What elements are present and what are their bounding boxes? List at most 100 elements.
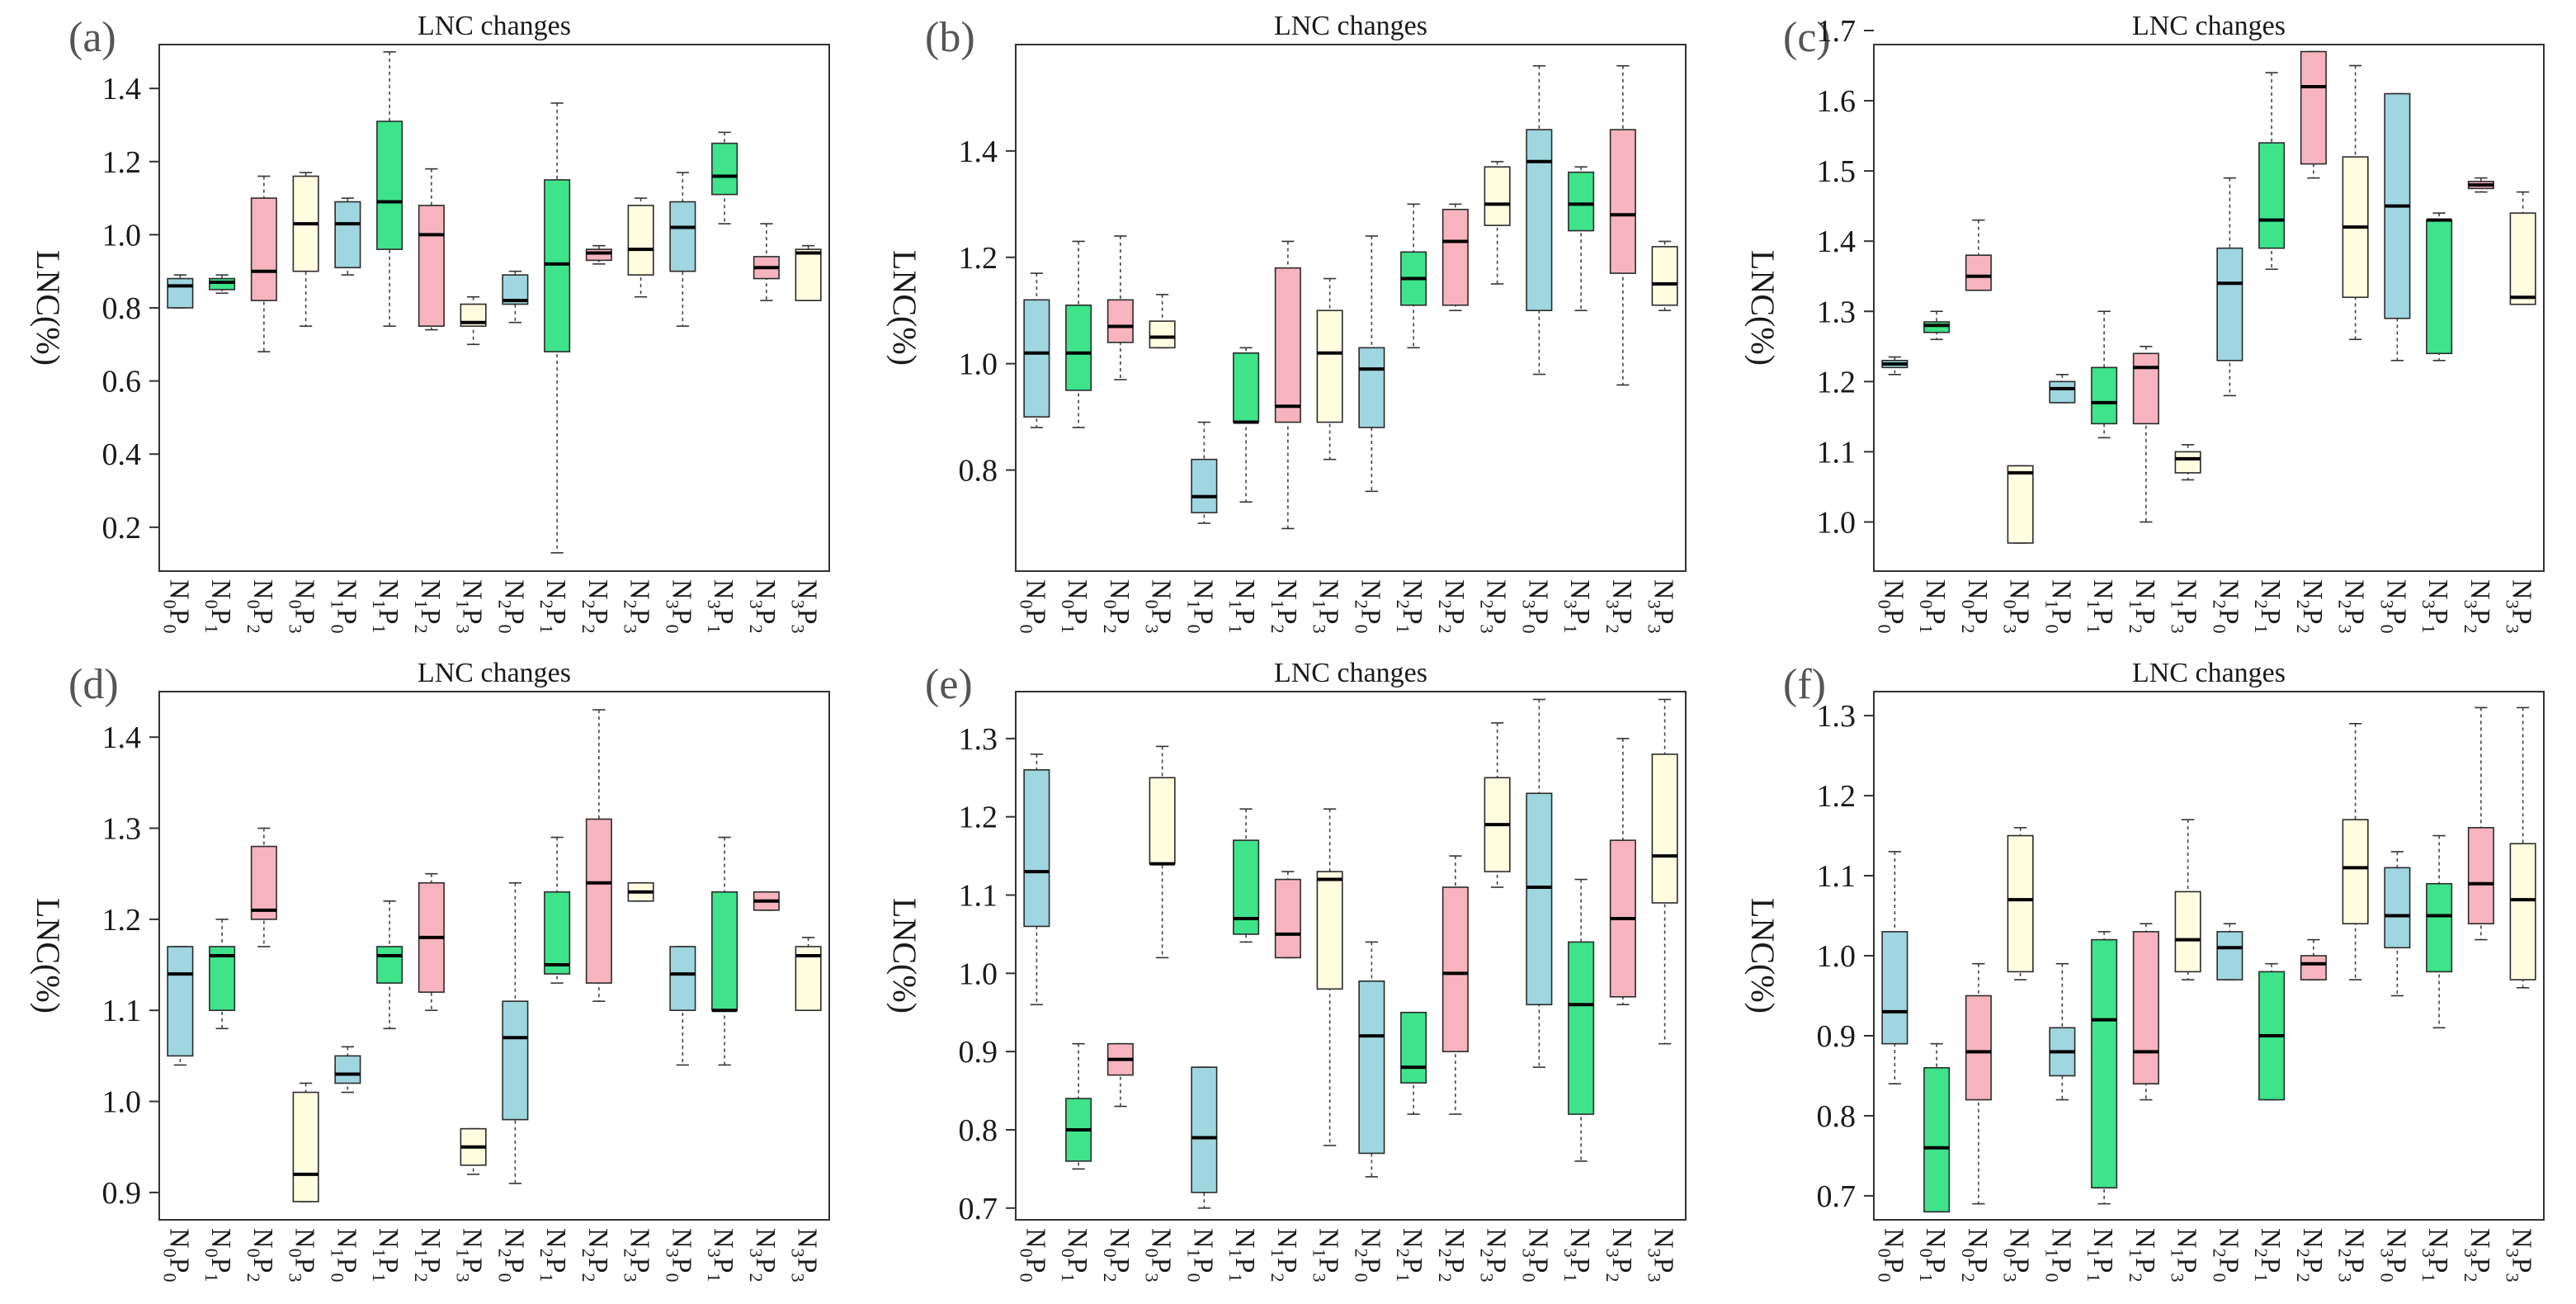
panel-letter: (e) (925, 661, 973, 708)
box-iqr (1358, 347, 1385, 428)
x-tick-label-N2P0: N2P0 (1351, 579, 1385, 633)
box-N0P0 (1023, 272, 1050, 428)
box-N2P0 (502, 270, 529, 324)
x-tick-label-N0P1: N0P1 (1058, 1228, 1092, 1282)
x-tick-label-N1P3: N1P3 (453, 1228, 488, 1282)
y-axis-label: LNC(%) (1744, 250, 1781, 366)
y-tick-label: 0.6 (102, 365, 142, 399)
y-tick-label: 1.2 (959, 241, 998, 276)
box-N0P2 (250, 827, 277, 947)
box-N3P3 (1651, 698, 1678, 1045)
y-tick-label: 1.0 (1817, 505, 1857, 540)
box-N0P2 (1106, 235, 1134, 380)
x-tick-label-N1P0: N1P0 (1183, 1228, 1218, 1282)
x-tick-label-N2P0: N2P0 (2209, 1228, 2243, 1282)
y-tick-label: 1.2 (102, 903, 142, 938)
x-tick-label-N3P2: N3P2 (1602, 579, 1637, 633)
y-tick-label: 1.0 (102, 1085, 142, 1120)
box-N0P3 (292, 172, 319, 327)
box-N2P0 (2216, 177, 2243, 397)
y-tick-label: 1.1 (1817, 435, 1857, 470)
box-N1P1 (376, 900, 403, 1030)
chart-panel-5: (f) LNC changes LNC(%) 0.7 0.8 0.9 1.0 1.1 1.2 1.… (1744, 658, 2545, 1282)
y-tick-label: 1.3 (959, 722, 998, 757)
box-iqr (711, 142, 738, 196)
box-iqr (2216, 247, 2243, 361)
x-tick-label-N2P2: N2P2 (578, 579, 613, 633)
box-iqr (2467, 827, 2494, 925)
box-N3P3 (2509, 191, 2536, 305)
x-tick-label-N0P1: N0P1 (201, 1228, 236, 1282)
x-tick-label-N0P2: N0P2 (1958, 1228, 1993, 1282)
box-N0P3 (2007, 827, 2034, 980)
x-tick-label-N2P3: N2P3 (1477, 579, 1512, 633)
x-tick-label-N0P3: N0P3 (2000, 579, 2035, 633)
y-tick-label: 1.5 (1817, 154, 1857, 189)
box-iqr (2091, 366, 2118, 425)
box-N2P3 (627, 881, 654, 902)
box-iqr (1881, 931, 1908, 1045)
x-tick-label-N1P0: N1P0 (2041, 579, 2076, 633)
box-iqr (1568, 171, 1595, 232)
box-iqr (669, 946, 696, 1012)
box-iqr (1023, 299, 1050, 418)
box-N0P3 (1149, 294, 1176, 349)
y-tick-label: 0.8 (102, 291, 142, 326)
box-iqr (250, 197, 277, 301)
box-N3P0 (669, 172, 696, 327)
box-N2P0 (1358, 941, 1385, 1178)
box-iqr (1106, 299, 1134, 343)
box-N2P3 (1484, 722, 1511, 888)
x-tick-label-N1P1: N1P1 (1225, 1228, 1260, 1282)
box-N0P1 (1065, 1042, 1092, 1170)
box-iqr (209, 277, 236, 291)
box-iqr (1484, 166, 1511, 226)
box-N1P1 (376, 51, 403, 327)
box-iqr (250, 845, 277, 920)
box-N1P3 (2174, 444, 2201, 481)
x-tick-label-N3P2: N3P2 (746, 1228, 781, 1282)
x-tick-label-N1P2: N1P2 (1267, 579, 1302, 633)
y-tick-label: 1.2 (1817, 779, 1857, 814)
box-iqr (1358, 980, 1385, 1155)
x-tick-label-N2P0: N2P0 (1351, 1228, 1385, 1282)
box-N0P1 (1065, 240, 1092, 428)
chart-title: LNC changes (2132, 658, 2286, 688)
box-iqr (1149, 777, 1176, 865)
x-tick-label-N2P3: N2P3 (2335, 579, 2370, 633)
box-iqr (1568, 941, 1595, 1115)
panel-letter: (b) (925, 14, 975, 61)
y-tick-label: 1.2 (102, 145, 142, 180)
box-N0P0 (167, 946, 194, 1066)
box-iqr (1400, 1011, 1427, 1084)
box-N3P2 (1609, 64, 1636, 386)
x-tick-label-N1P1: N1P1 (1225, 579, 1260, 633)
x-tick-label-N1P3: N1P3 (2168, 579, 2202, 633)
y-tick-label: 1.3 (1817, 699, 1857, 734)
box-N1P0 (2049, 374, 2076, 404)
x-tick-label-N2P0: N2P0 (494, 1228, 529, 1282)
x-tick-label-N3P2: N3P2 (2460, 579, 2495, 633)
plot-frame (158, 691, 830, 1221)
box-N3P3 (2509, 706, 2536, 989)
box-N1P2 (2132, 923, 2159, 1101)
x-tick-label-N0P2: N0P2 (1100, 579, 1135, 633)
box-iqr (669, 201, 696, 272)
x-tick-label-N0P3: N0P3 (1142, 1228, 1177, 1282)
box-iqr (1191, 458, 1218, 513)
y-tick-label: 1.6 (1817, 84, 1857, 119)
x-tick-label-N0P2: N0P2 (1958, 579, 1993, 633)
box-iqr (2174, 891, 2201, 973)
box-N2P3 (2342, 64, 2369, 341)
box-N0P2 (1965, 962, 1992, 1205)
x-tick-label-N1P0: N1P0 (2041, 1228, 2076, 1282)
x-tick-label-N3P0: N3P0 (662, 1228, 696, 1282)
box-N2P3 (627, 197, 654, 298)
y-tick-label: 1.4 (959, 135, 998, 169)
box-iqr (1233, 352, 1260, 423)
x-tick-label-N3P0: N3P0 (1518, 579, 1553, 633)
box-iqr (1441, 886, 1469, 1052)
box-N3P2 (753, 891, 780, 911)
panel-letter: (d) (68, 661, 119, 708)
chart-title: LNC changes (1274, 658, 1427, 688)
